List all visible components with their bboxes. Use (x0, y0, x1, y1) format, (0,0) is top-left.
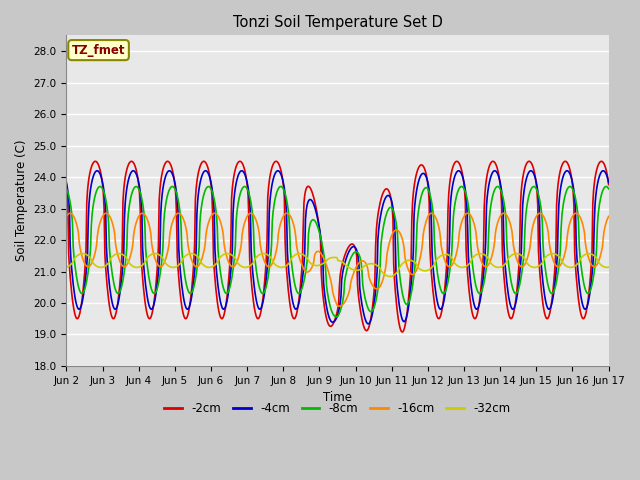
-2cm (183, 314, 191, 320)
-4cm (605, 180, 612, 185)
-8cm (404, 301, 412, 307)
-8cm (72, 272, 80, 278)
-16cm (500, 210, 508, 216)
-4cm (491, 168, 499, 174)
Line: -32cm: -32cm (67, 253, 609, 276)
-4cm (183, 306, 191, 312)
-32cm (212, 262, 220, 267)
-8cm (183, 285, 191, 290)
-32cm (386, 274, 394, 279)
-2cm (212, 285, 220, 290)
-8cm (605, 186, 612, 192)
-16cm (605, 214, 612, 219)
-16cm (335, 303, 342, 309)
-32cm (404, 257, 412, 263)
-2cm (398, 329, 406, 335)
Legend: -2cm, -4cm, -8cm, -16cm, -32cm: -2cm, -4cm, -8cm, -16cm, -32cm (159, 397, 515, 420)
-16cm (212, 211, 220, 216)
Line: -4cm: -4cm (67, 171, 609, 324)
-4cm (420, 171, 428, 177)
-8cm (333, 314, 340, 320)
-4cm (404, 307, 412, 313)
-16cm (128, 246, 136, 252)
-8cm (458, 184, 465, 190)
-2cm (405, 294, 413, 300)
-2cm (272, 158, 280, 164)
-16cm (72, 220, 80, 226)
-32cm (183, 252, 191, 258)
-2cm (605, 182, 612, 188)
-4cm (364, 321, 372, 327)
-32cm (63, 264, 70, 270)
-2cm (128, 158, 136, 164)
-8cm (128, 190, 136, 196)
-4cm (72, 300, 80, 306)
Line: -2cm: -2cm (67, 161, 609, 332)
Text: TZ_fmet: TZ_fmet (72, 44, 125, 57)
-2cm (63, 182, 70, 188)
Title: Tonzi Soil Temperature Set D: Tonzi Soil Temperature Set D (232, 15, 442, 30)
Line: -8cm: -8cm (67, 187, 609, 317)
-32cm (420, 268, 428, 274)
-32cm (128, 263, 136, 268)
-16cm (404, 266, 412, 272)
-8cm (212, 206, 220, 212)
-2cm (72, 315, 80, 321)
-16cm (420, 228, 428, 234)
-4cm (212, 259, 220, 264)
Line: -16cm: -16cm (67, 213, 609, 306)
X-axis label: Time: Time (323, 391, 352, 404)
-8cm (420, 187, 428, 192)
-16cm (183, 231, 191, 237)
-16cm (63, 214, 70, 219)
-32cm (605, 264, 612, 270)
-4cm (63, 180, 70, 185)
-4cm (128, 168, 136, 174)
-8cm (63, 186, 70, 192)
-32cm (477, 251, 484, 256)
-32cm (72, 254, 80, 260)
Y-axis label: Soil Temperature (C): Soil Temperature (C) (15, 140, 28, 262)
-2cm (420, 166, 428, 172)
